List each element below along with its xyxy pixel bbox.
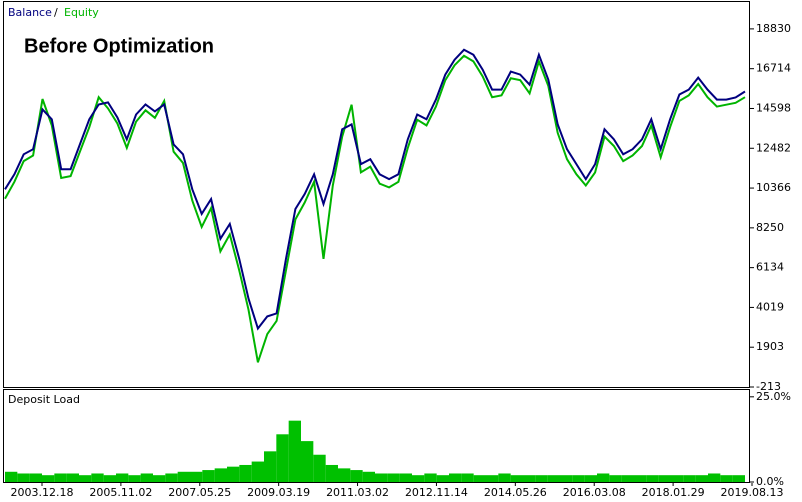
bar <box>646 475 659 482</box>
y-tick-label: 18830 <box>756 22 791 35</box>
bar <box>251 461 264 482</box>
bar <box>424 473 437 482</box>
x-tick-label: 2009.03.19 <box>247 486 310 499</box>
bar <box>264 451 277 482</box>
bar <box>42 475 55 482</box>
bar <box>362 471 375 482</box>
bar <box>560 475 573 482</box>
bar <box>708 473 721 482</box>
bar <box>535 475 548 482</box>
y-tick-label: 25.0% <box>756 390 791 403</box>
bar <box>658 475 671 482</box>
main-plot <box>4 48 746 363</box>
legend-separator: / <box>54 6 58 19</box>
bar <box>510 475 523 482</box>
bar <box>720 475 733 482</box>
y-tick-label: 4019 <box>756 300 784 313</box>
load-frame <box>3 389 750 483</box>
legend-balance: Balance <box>8 6 52 19</box>
bar <box>436 475 449 482</box>
x-tick-label: 2003.12.18 <box>11 486 74 499</box>
bar <box>29 473 42 482</box>
bar <box>498 473 511 482</box>
bar <box>153 475 166 482</box>
y-tick-label: 6134 <box>756 261 784 274</box>
bar <box>473 475 486 482</box>
y-tick-label: 1903 <box>756 340 784 353</box>
series-line <box>4 48 746 331</box>
bar <box>91 473 104 482</box>
bar <box>597 473 610 482</box>
bar <box>301 441 314 482</box>
bar <box>387 473 400 482</box>
bar <box>140 473 153 482</box>
bar <box>695 475 708 482</box>
bar <box>609 475 622 482</box>
x-tick-label: 2016.03.08 <box>563 486 626 499</box>
y-tick-label: -213 <box>756 380 781 393</box>
bar <box>128 475 141 482</box>
bar <box>325 464 338 482</box>
bar <box>671 475 684 482</box>
bar <box>177 471 190 482</box>
bar <box>461 473 474 482</box>
bar <box>103 475 116 482</box>
bar <box>350 470 363 482</box>
bar <box>621 475 634 482</box>
x-tick-label: 2018.01.29 <box>642 486 705 499</box>
bar <box>227 466 240 482</box>
bar <box>338 468 351 482</box>
bar <box>683 475 696 482</box>
bar <box>116 473 129 482</box>
x-tick-label: 2012.11.14 <box>405 486 468 499</box>
y-tick-label: 12482 <box>756 141 791 154</box>
bar <box>288 420 301 482</box>
legend-equity: Equity <box>64 6 99 19</box>
main-frame <box>3 1 750 388</box>
bar <box>190 471 203 482</box>
bar <box>634 475 647 482</box>
series-line <box>4 54 746 363</box>
x-tick-label: 2005.11.02 <box>89 486 152 499</box>
bar <box>547 475 560 482</box>
bar <box>486 475 499 482</box>
x-tick-label: 2007.05.25 <box>168 486 231 499</box>
x-tick-label: 2014.05.26 <box>484 486 547 499</box>
bar <box>202 470 215 482</box>
bar <box>412 475 425 482</box>
bar <box>449 473 462 482</box>
bar <box>5 471 18 482</box>
bar <box>239 464 252 482</box>
x-tick-label: 2011.03.02 <box>326 486 389 499</box>
bar <box>66 473 79 482</box>
bar <box>17 473 30 482</box>
y-tick-label: 8250 <box>756 221 784 234</box>
load-plot <box>5 420 745 482</box>
bar <box>584 475 597 482</box>
bar <box>54 473 67 482</box>
y-tick-label: 14598 <box>756 101 791 114</box>
bar <box>399 473 412 482</box>
y-tick-label: 16714 <box>756 62 791 75</box>
annotation: Before Optimization <box>24 35 214 57</box>
x-tick-label: 2019.08.13 <box>721 486 784 499</box>
panel-label: Deposit Load <box>8 393 80 406</box>
bar <box>375 473 388 482</box>
y-tick-label: 10366 <box>756 181 791 194</box>
y-tick-label: 0.0% <box>756 475 784 488</box>
bar <box>214 468 227 482</box>
bar <box>165 473 178 482</box>
bar <box>276 434 289 482</box>
bar <box>79 475 92 482</box>
bar <box>572 475 585 482</box>
bar <box>523 475 536 482</box>
bar <box>313 454 326 482</box>
bar <box>732 475 745 482</box>
